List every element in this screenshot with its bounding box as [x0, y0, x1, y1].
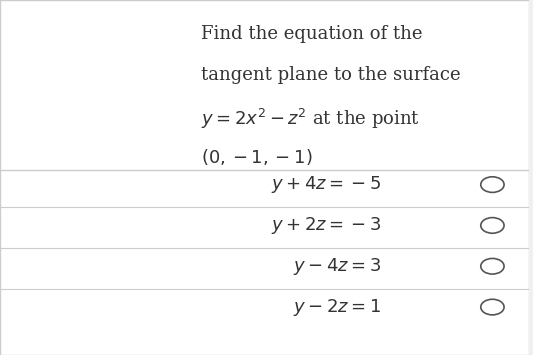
Text: $(0, -1, -1)$: $(0, -1, -1)$ — [201, 147, 313, 167]
Text: $y + 4z = -5$: $y + 4z = -5$ — [271, 174, 381, 195]
Text: Find the equation of the: Find the equation of the — [201, 25, 423, 43]
Text: tangent plane to the surface: tangent plane to the surface — [201, 66, 461, 84]
Text: $y - 2z = 1$: $y - 2z = 1$ — [293, 296, 381, 318]
Text: $y + 2z = -3$: $y + 2z = -3$ — [271, 215, 381, 236]
Text: $y - 4z = 3$: $y - 4z = 3$ — [293, 256, 381, 277]
Text: $y = 2x^2 - z^2$ at the point: $y = 2x^2 - z^2$ at the point — [201, 106, 420, 131]
